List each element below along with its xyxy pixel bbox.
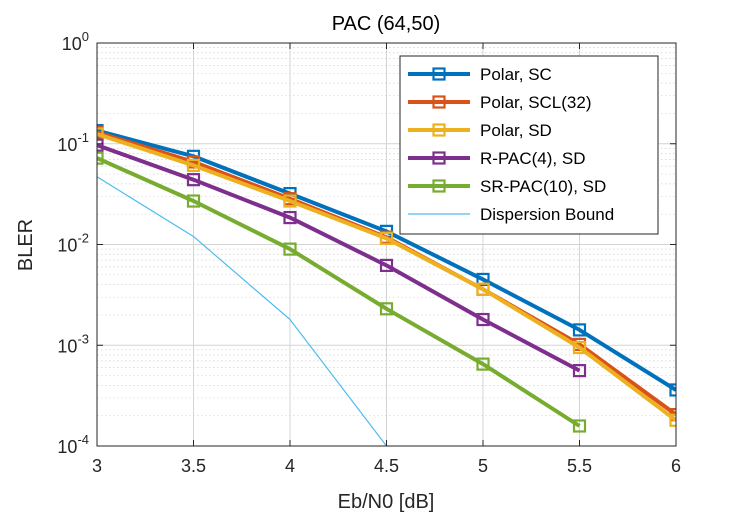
data-point-marker xyxy=(379,302,394,316)
series-line xyxy=(97,156,581,428)
data-point-marker xyxy=(186,173,201,187)
x-tick-label: 6 xyxy=(671,456,681,476)
y-tick-base: 10 xyxy=(57,135,77,155)
data-point-marker xyxy=(476,312,490,327)
legend-item: Polar, SD xyxy=(408,121,552,140)
legend-item: Polar, SCL(32) xyxy=(408,93,592,112)
legend-label: Dispersion Bound xyxy=(480,205,614,224)
legend: Polar, SC Polar, SCL(32) Polar, SD R-PAC(4)… xyxy=(399,55,659,235)
y-tick-base: 10 xyxy=(62,34,82,54)
data-point-marker xyxy=(572,419,587,433)
legend-item: Polar, SC xyxy=(408,65,552,84)
y-tick-label: 10-4 xyxy=(57,432,89,457)
legend-item: SR-PAC(10), SD xyxy=(408,177,606,196)
x-axis-label: Eb/N0 [dB] xyxy=(338,491,435,513)
series-line xyxy=(97,176,387,446)
data-point-marker xyxy=(669,413,676,427)
series-line xyxy=(97,143,581,373)
x-tick-label: 4 xyxy=(285,456,295,476)
series-2 xyxy=(97,127,676,427)
series-4 xyxy=(97,151,587,433)
data-point-marker xyxy=(572,364,587,378)
legend-item: R-PAC(4), SD xyxy=(408,149,585,168)
legend-box xyxy=(399,55,659,235)
x-tick-label: 5.5 xyxy=(567,456,592,476)
x-tick-label: 4.5 xyxy=(374,456,399,476)
series-group xyxy=(97,124,676,446)
data-point-marker xyxy=(572,323,587,337)
data-point-marker xyxy=(97,151,104,165)
legend-item: Dispersion Bound xyxy=(408,205,614,224)
data-point-marker xyxy=(186,194,201,208)
legend-marker xyxy=(432,67,446,81)
y-tick-exponent: 0 xyxy=(82,29,89,44)
legend-label: SR-PAC(10), SD xyxy=(480,177,606,196)
y-tick-label: 10-2 xyxy=(57,231,89,256)
y-tick-base: 10 xyxy=(57,437,77,457)
legend-label: Polar, SD xyxy=(480,121,552,140)
data-point-marker xyxy=(97,127,104,141)
y-tick-exponent: -3 xyxy=(77,331,89,346)
x-tick-label: 3.5 xyxy=(181,456,206,476)
legend-label: R-PAC(4), SD xyxy=(480,149,585,168)
y-tick-base: 10 xyxy=(57,236,77,256)
data-point-marker xyxy=(669,383,676,397)
chart-title: PAC (64,50) xyxy=(332,13,441,35)
data-point-marker xyxy=(186,158,201,172)
data-point-marker xyxy=(379,231,394,245)
legend-marker xyxy=(432,123,446,137)
x-tick-label: 3 xyxy=(92,456,102,476)
series-3 xyxy=(97,138,587,378)
series-line xyxy=(97,132,676,422)
series-5 xyxy=(97,176,387,446)
y-tick-label: 10-3 xyxy=(57,331,89,356)
data-point-marker xyxy=(476,357,490,371)
data-point-marker xyxy=(476,272,490,287)
data-point-marker xyxy=(379,258,394,273)
y-tick-exponent: -4 xyxy=(77,432,89,447)
data-point-marker xyxy=(283,194,297,208)
legend-label: Polar, SCL(32) xyxy=(480,93,592,112)
data-point-marker xyxy=(283,210,297,225)
data-point-marker xyxy=(97,138,104,152)
legend-label: Polar, SC xyxy=(480,65,552,84)
y-tick-label: 10-1 xyxy=(57,130,89,155)
legend-marker xyxy=(432,95,446,109)
legend-marker xyxy=(432,151,446,165)
legend-marker xyxy=(432,179,446,193)
y-tick-label: 100 xyxy=(62,29,89,54)
y-tick-base: 10 xyxy=(57,336,77,356)
y-tick-exponent: -2 xyxy=(77,231,89,246)
data-point-marker xyxy=(283,242,297,256)
y-axis-label: BLER xyxy=(15,219,37,271)
data-point-marker xyxy=(572,340,587,355)
x-tick-label: 5 xyxy=(478,456,488,476)
y-tick-exponent: -1 xyxy=(77,130,89,145)
data-point-marker xyxy=(476,282,490,296)
